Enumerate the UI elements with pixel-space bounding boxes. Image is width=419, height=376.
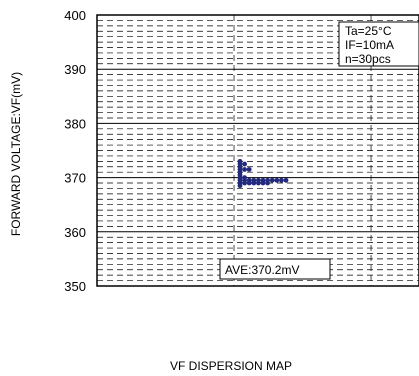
condition-sample-count: n=30pcs [345, 52, 391, 66]
average-box: AVE:370.2mV [219, 258, 331, 280]
data-point [256, 180, 261, 186]
y-tick-label: 350 [64, 279, 86, 294]
data-point [260, 180, 266, 186]
y-tick-label: 370 [64, 171, 86, 186]
data-point [265, 180, 270, 186]
x-axis-title: VF DISPERSION MAP [170, 359, 292, 373]
condition-temperature: Ta=25°C [345, 24, 392, 38]
y-tick-label: 360 [64, 225, 86, 240]
y-tick-label: 390 [64, 62, 86, 77]
data-point [242, 180, 248, 186]
data-point [279, 177, 284, 183]
data-point [237, 183, 243, 189]
data-point [269, 177, 275, 183]
data-point [246, 167, 252, 172]
y-axis-title: FORWARD VOLTAGE:VF(mV) [9, 72, 23, 236]
average-label: AVE:370.2mV [225, 263, 299, 277]
plot-frame [96, 14, 419, 287]
y-tick-label: 380 [64, 116, 86, 131]
data-point [283, 177, 289, 183]
data-point [242, 167, 248, 172]
y-tick-label: 400 [64, 8, 86, 23]
data-points [237, 158, 289, 189]
y-tick-labels: 400 390 380 370 360 350 [64, 8, 86, 294]
data-point [274, 177, 280, 183]
data-point [246, 180, 252, 186]
condition-current: IF=10mA [345, 38, 394, 52]
data-point [242, 161, 248, 167]
conditions-box: Ta=25°C IF=10mA n=30pcs [338, 21, 419, 67]
data-point [251, 180, 257, 186]
